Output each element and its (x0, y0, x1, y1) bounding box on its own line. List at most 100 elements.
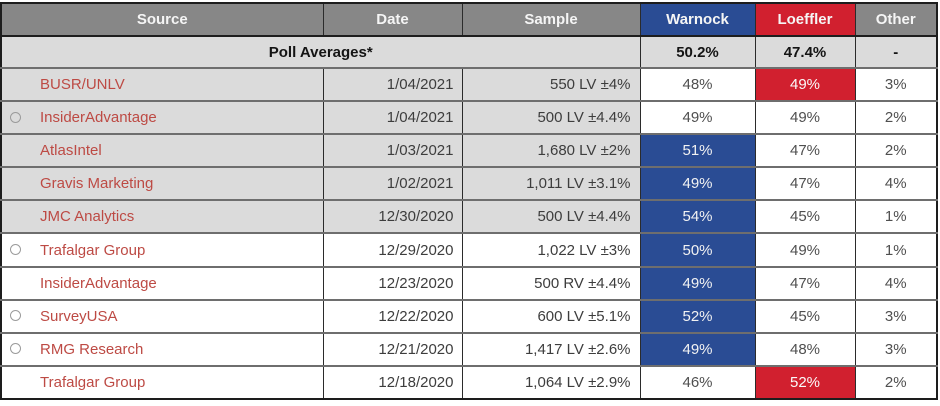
date-cell: 12/18/2020 (322, 365, 463, 399)
other-cell: 3% (854, 332, 938, 366)
warnock-cell: 50% (639, 233, 756, 267)
date-cell: 12/30/2020 (322, 200, 463, 234)
poll-radio-button[interactable] (10, 111, 21, 123)
other-cell: 4% (854, 266, 938, 300)
source-link[interactable]: Gravis Marketing (40, 175, 154, 193)
column-header-source: Source (0, 3, 324, 37)
column-header-warnock: Warnock (639, 3, 756, 37)
poll-averages-row: Poll Averages* 50.2% 47.4% - (0, 36, 938, 68)
date-cell: 12/29/2020 (322, 233, 463, 267)
sample-cell: 1,064 LV ±2.9% (461, 365, 641, 399)
table-row: BUSR/UNLV 1/04/2021 550 LV ±4% 48% 49% 3… (0, 68, 938, 102)
other-cell: 3% (854, 68, 938, 102)
table-row: Trafalgar Group 12/18/2020 1,064 LV ±2.9… (0, 365, 938, 399)
sample-cell: 1,022 LV ±3% (461, 233, 641, 267)
sample-cell: 500 LV ±4.4% (461, 101, 641, 135)
source-link[interactable]: InsiderAdvantage (40, 109, 157, 127)
source-cell: Trafalgar Group (0, 233, 324, 267)
sample-cell: 1,011 LV ±3.1% (461, 167, 641, 201)
other-average: - (854, 36, 938, 68)
date-cell: 1/03/2021 (322, 134, 463, 168)
header-row: Source Date Sample Warnock Loeffler Othe… (0, 3, 938, 37)
poll-radio-button[interactable] (10, 343, 21, 355)
other-cell: 1% (854, 200, 938, 234)
table-row: Trafalgar Group 12/29/2020 1,022 LV ±3% … (0, 233, 938, 267)
table-row: RMG Research 12/21/2020 1,417 LV ±2.6% 4… (0, 332, 938, 366)
date-cell: 12/23/2020 (322, 266, 463, 300)
column-header-sample: Sample (461, 3, 641, 37)
other-cell: 4% (854, 167, 938, 201)
table-row: AtlasIntel 1/03/2021 1,680 LV ±2% 51% 47… (0, 134, 938, 168)
other-cell: 3% (854, 299, 938, 333)
warnock-cell: 52% (639, 299, 756, 333)
other-cell: 2% (854, 365, 938, 399)
table-row: InsiderAdvantage 12/23/2020 500 RV ±4.4%… (0, 266, 938, 300)
table-row: InsiderAdvantage 1/04/2021 500 LV ±4.4% … (0, 101, 938, 135)
sample-cell: 1,417 LV ±2.6% (461, 332, 641, 366)
warnock-cell: 49% (639, 101, 756, 135)
other-cell: 2% (854, 101, 938, 135)
loeffler-cell: 47% (754, 167, 856, 201)
sample-cell: 600 LV ±5.1% (461, 299, 641, 333)
date-cell: 12/22/2020 (322, 299, 463, 333)
poll-table: Source Date Sample Warnock Loeffler Othe… (0, 2, 938, 400)
poll-radio-button[interactable] (10, 310, 21, 322)
date-cell: 1/04/2021 (322, 68, 463, 102)
table-row: SurveyUSA 12/22/2020 600 LV ±5.1% 52% 45… (0, 299, 938, 333)
loeffler-cell: 45% (754, 200, 856, 234)
sample-cell: 550 LV ±4% (461, 68, 641, 102)
other-cell: 2% (854, 134, 938, 168)
warnock-cell: 49% (639, 167, 756, 201)
loeffler-cell: 49% (754, 101, 856, 135)
loeffler-cell: 49% (754, 233, 856, 267)
source-cell: InsiderAdvantage (0, 266, 324, 300)
warnock-cell: 54% (639, 200, 756, 234)
source-link[interactable]: AtlasIntel (40, 142, 102, 160)
source-link[interactable]: InsiderAdvantage (40, 274, 157, 292)
source-link[interactable]: RMG Research (40, 340, 144, 358)
poll-rows: Poll Averages* 50.2% 47.4% - BUSR/UNLV 1… (0, 36, 938, 399)
sample-cell: 1,680 LV ±2% (461, 134, 641, 168)
source-cell: BUSR/UNLV (0, 68, 324, 102)
warnock-cell: 49% (639, 266, 756, 300)
date-cell: 12/21/2020 (322, 332, 463, 366)
loeffler-cell: 47% (754, 266, 856, 300)
warnock-cell: 46% (639, 365, 756, 399)
source-cell: RMG Research (0, 332, 324, 366)
loeffler-cell: 48% (754, 332, 856, 366)
column-header-date: Date (322, 3, 463, 37)
loeffler-average: 47.4% (754, 36, 856, 68)
source-cell: Trafalgar Group (0, 365, 324, 399)
source-cell: AtlasIntel (0, 134, 324, 168)
source-link[interactable]: Trafalgar Group (40, 241, 146, 259)
loeffler-cell: 52% (754, 365, 856, 399)
warnock-average: 50.2% (639, 36, 756, 68)
table-row: JMC Analytics 12/30/2020 500 LV ±4.4% 54… (0, 200, 938, 234)
date-cell: 1/04/2021 (322, 101, 463, 135)
source-cell: InsiderAdvantage (0, 101, 324, 135)
poll-radio-button[interactable] (10, 244, 21, 256)
source-link[interactable]: SurveyUSA (40, 307, 118, 325)
table-header: Source Date Sample Warnock Loeffler Othe… (0, 3, 938, 37)
warnock-cell: 49% (639, 332, 756, 366)
sample-cell: 500 RV ±4.4% (461, 266, 641, 300)
source-link[interactable]: Trafalgar Group (40, 373, 146, 391)
source-cell: Gravis Marketing (0, 167, 324, 201)
poll-averages-label: Poll Averages* (0, 36, 641, 68)
column-header-loeffler: Loeffler (754, 3, 856, 37)
sample-cell: 500 LV ±4.4% (461, 200, 641, 234)
warnock-cell: 51% (639, 134, 756, 168)
source-cell: SurveyUSA (0, 299, 324, 333)
source-link[interactable]: BUSR/UNLV (40, 76, 125, 94)
loeffler-cell: 47% (754, 134, 856, 168)
source-link[interactable]: JMC Analytics (40, 208, 135, 226)
warnock-cell: 48% (639, 68, 756, 102)
date-cell: 1/02/2021 (322, 167, 463, 201)
other-cell: 1% (854, 233, 938, 267)
table-row: Gravis Marketing 1/02/2021 1,011 LV ±3.1… (0, 167, 938, 201)
loeffler-cell: 49% (754, 68, 856, 102)
column-header-other: Other (854, 3, 938, 37)
loeffler-cell: 45% (754, 299, 856, 333)
source-cell: JMC Analytics (0, 200, 324, 234)
